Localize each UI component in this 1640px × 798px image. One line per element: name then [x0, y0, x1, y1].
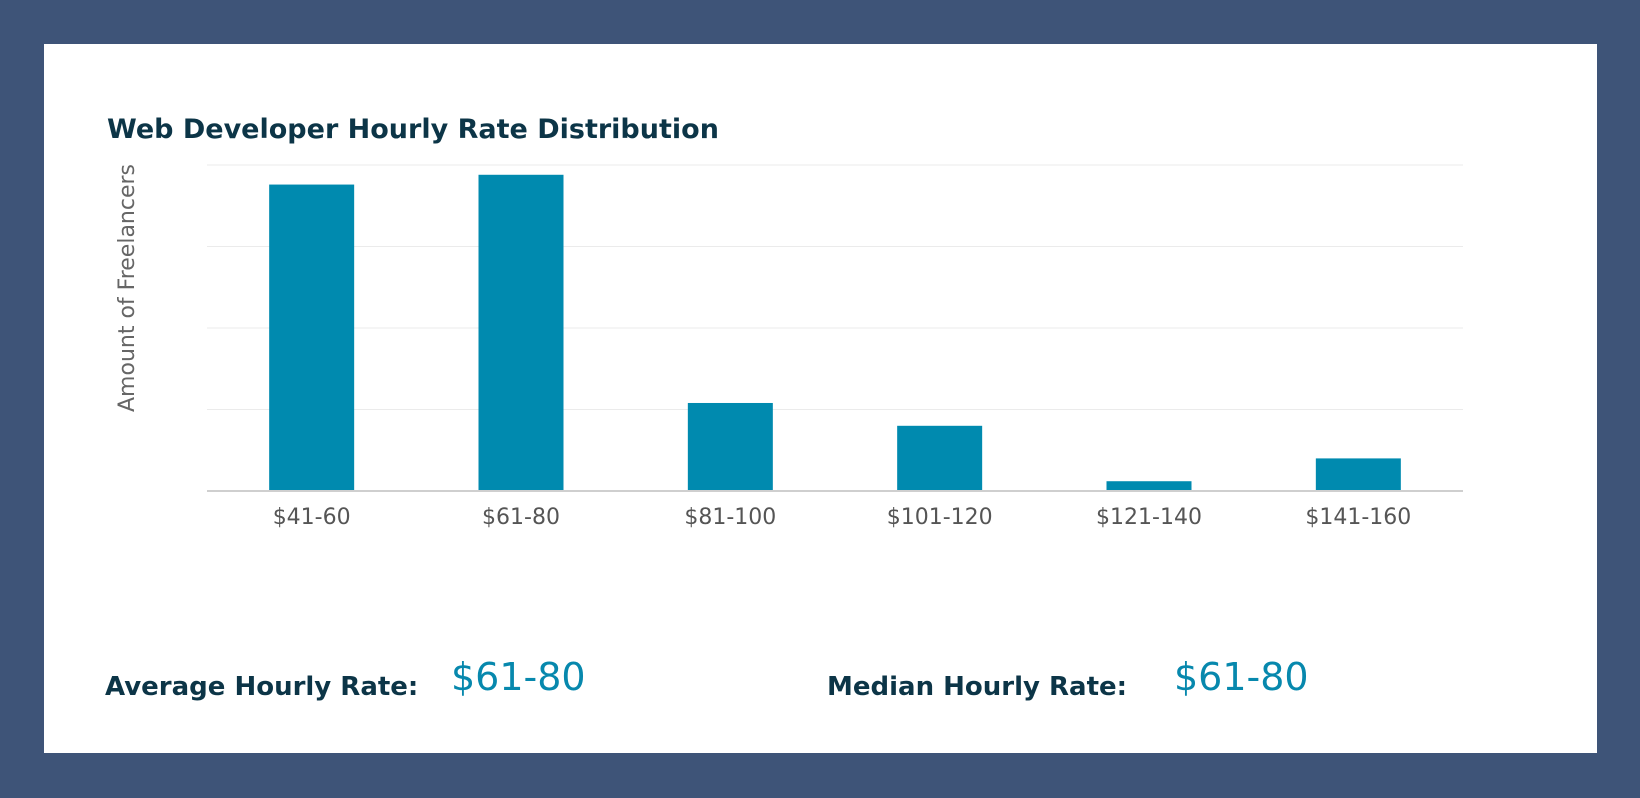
- average-rate-label: Average Hourly Rate:: [105, 672, 419, 702]
- average-rate-value: $61-80: [451, 655, 586, 699]
- bar: [1106, 481, 1192, 491]
- y-axis-label: Amount of Freelancers: [115, 164, 140, 412]
- median-rate-value: $61-80: [1174, 655, 1309, 699]
- bar: [897, 425, 983, 491]
- x-tick-label: $121-140: [1096, 505, 1202, 530]
- x-tick-label: $81-100: [684, 505, 776, 530]
- bar-chart: $41-60 $61-80 $81-100 $101-120 $121-140 $141-…: [115, 164, 1463, 530]
- x-tick-label: $101-120: [887, 505, 993, 530]
- x-tick-label: $61-80: [482, 505, 560, 530]
- chart-card: Web Developer Hourly Rate Distribution $…: [44, 44, 1597, 753]
- x-tick-label: $141-160: [1305, 505, 1411, 530]
- bar: [687, 402, 773, 491]
- median-rate-label: Median Hourly Rate:: [827, 672, 1128, 702]
- bar: [269, 184, 355, 491]
- bar: [1315, 458, 1401, 491]
- bar: [478, 174, 564, 491]
- chart-title: Web Developer Hourly Rate Distribution: [107, 114, 719, 145]
- x-tick-label: $41-60: [273, 505, 351, 530]
